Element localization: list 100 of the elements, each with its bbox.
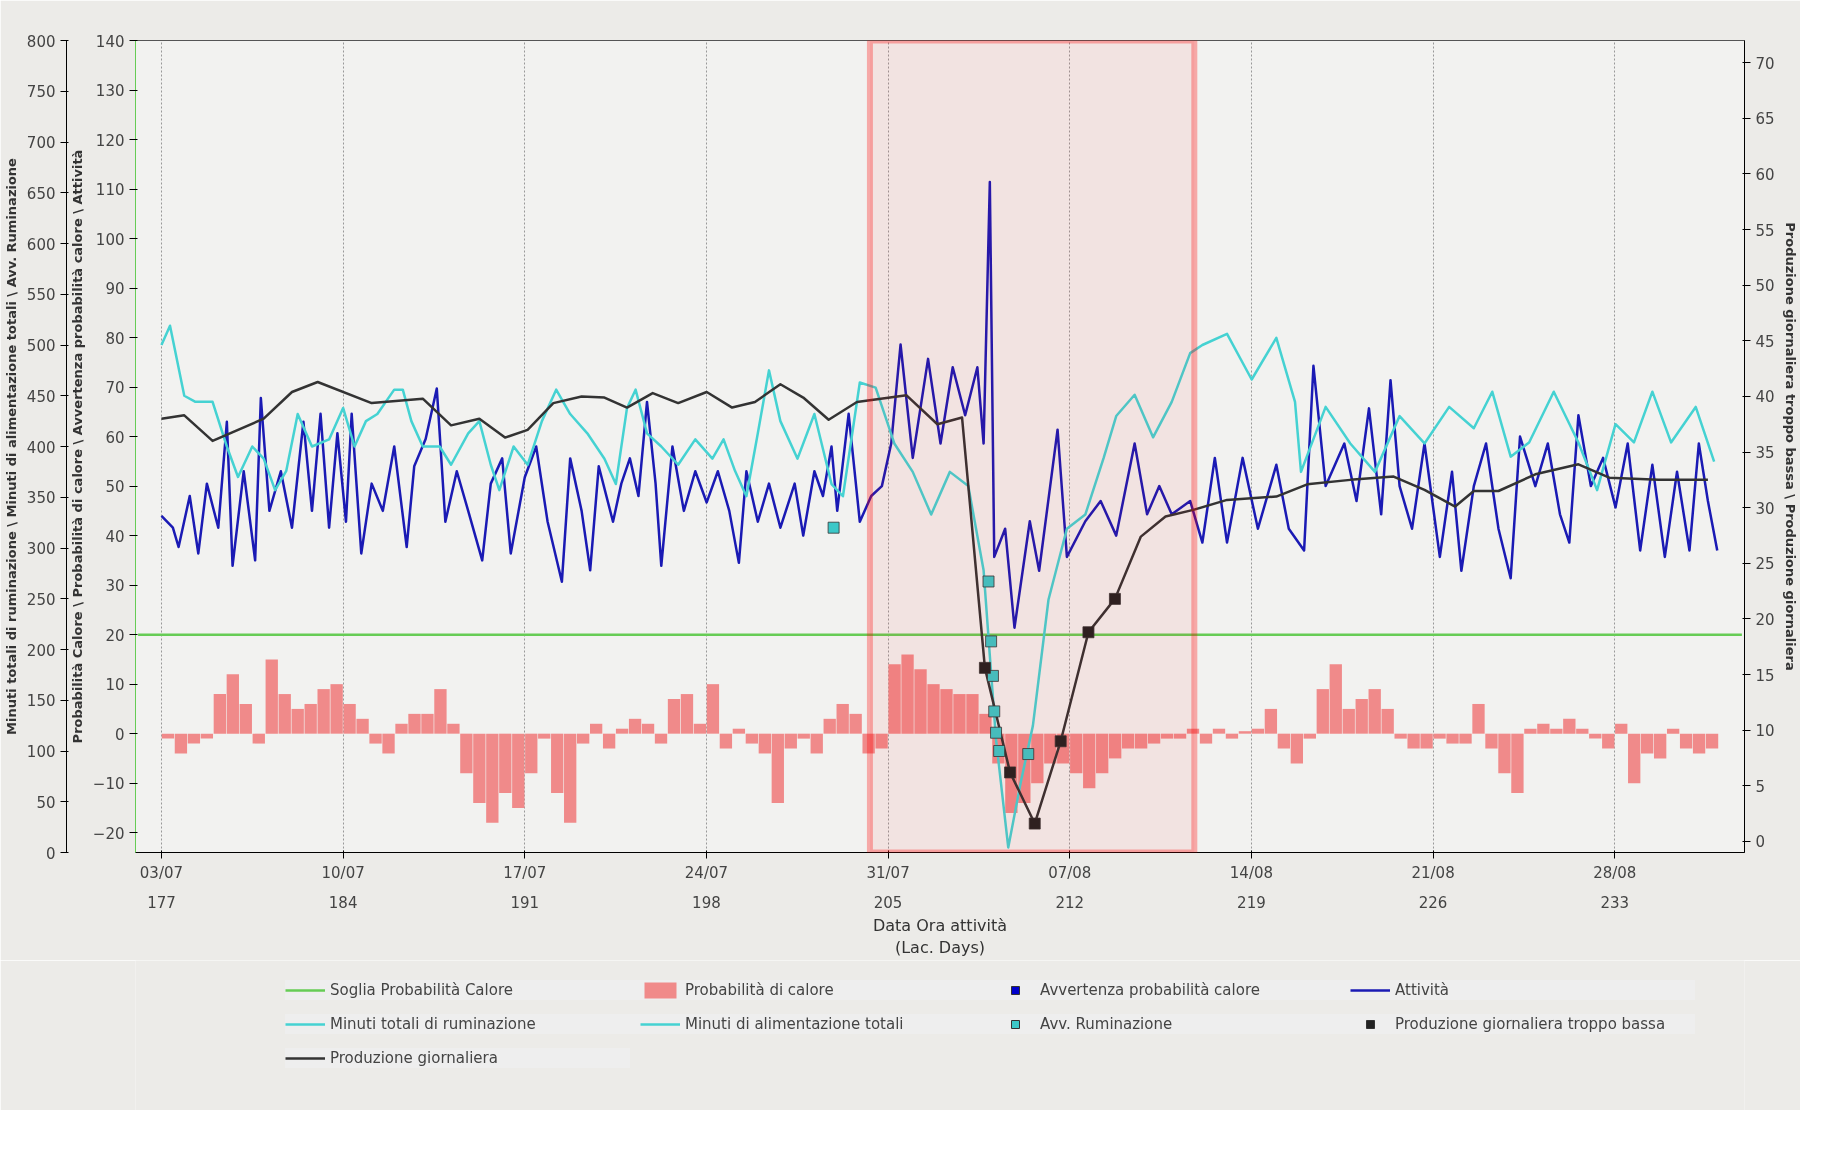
y3-tick-label: 20 [1755, 610, 1775, 629]
x-tick-label: 226 [1418, 893, 1448, 912]
y3-tick-label: 10 [1755, 722, 1775, 741]
bar [1186, 728, 1200, 734]
line-series [160, 180, 1719, 629]
y3-tick-label: 35 [1755, 444, 1775, 463]
y2-tick-label: 80 [105, 329, 125, 348]
bar [1199, 733, 1213, 744]
y-tick-label: 550 [26, 286, 56, 305]
y-tick-label: 700 [26, 134, 56, 152]
legend-label: Avv. Ruminazione [1040, 1015, 1174, 1033]
y-tick-label: 200 [26, 641, 56, 660]
y2-tick-label: −20 [92, 824, 125, 843]
y-tick-label: 450 [26, 387, 56, 406]
y3-tick-label: 5 [1755, 777, 1766, 796]
point [1004, 766, 1016, 779]
x2-tick-label: 14/08 [1229, 863, 1274, 882]
legend-label: Avvertenza probabilità calore [1040, 981, 1261, 999]
x2-tick-label: 10/07 [321, 863, 365, 882]
y-tick-label: 150 [26, 692, 56, 711]
x-tick-label: 205 [873, 893, 903, 912]
y2-tick-label: 50 [105, 478, 125, 497]
y-tick-label: 400 [26, 438, 56, 457]
point [1082, 626, 1095, 639]
y-tick-label: 300 [26, 540, 56, 558]
y3-tick-label: 70 [1755, 54, 1775, 73]
y2-tick-label: 130 [95, 82, 125, 101]
y-tick-label: 100 [26, 743, 56, 761]
y-tick-label: 650 [26, 184, 56, 203]
bar [589, 723, 603, 734]
x2-tick-label: 28/08 [1593, 863, 1637, 882]
y3-tick-label: 25 [1755, 555, 1775, 574]
y2-axis-title: Probabilità Calore \ Probabilità di calore \ Avvertenza probabilità calore \ Attività [69, 149, 85, 744]
y3-tick-label: 50 [1755, 277, 1775, 296]
legend-label: Produzione giornaliera troppo bassa [1395, 1015, 1667, 1033]
x-tick-label: 212 [1055, 893, 1085, 912]
y-axis-title: Minuti totali di ruminazione \ Minuti di alimentazione totali \ Avv. Ruminazione [3, 157, 19, 735]
point [1022, 748, 1035, 760]
y3-tick-label: 65 [1755, 110, 1775, 129]
x-tick-label: 219 [1237, 893, 1266, 912]
y2-tick-label: 110 [95, 181, 125, 200]
point [988, 705, 1001, 718]
legend-label: Minuti totali di ruminazione [330, 1015, 537, 1033]
x2-tick-label: 21/08 [1411, 863, 1455, 882]
x2-tick-label: 07/08 [1048, 863, 1092, 882]
point [982, 575, 995, 588]
y2-tick-label: 0 [114, 725, 125, 744]
y3-tick-label: 60 [1755, 165, 1775, 184]
legend-label: Probabilità di calore [685, 981, 835, 999]
y-tick-label: 750 [26, 83, 56, 102]
y3-tick-label: 40 [1755, 388, 1775, 407]
x2-tick-label: 17/07 [503, 863, 547, 882]
x-tick-label: 233 [1600, 893, 1630, 912]
legend-label: Soglia Probabilità Calore [330, 981, 514, 999]
y2-tick-label: 90 [105, 280, 125, 299]
y2-tick-label: −10 [92, 775, 125, 794]
point [993, 745, 1006, 757]
y-tick-label: 500 [26, 337, 56, 355]
y2-tick-label: 100 [95, 230, 125, 249]
bar [1666, 728, 1680, 734]
y-tick-label: 0 [45, 844, 56, 863]
bar [654, 733, 668, 744]
point [827, 521, 840, 534]
x2-tick-label: 24/07 [684, 863, 729, 882]
legend-label: Minuti di alimentazione totali [685, 1015, 905, 1033]
y3-tick-label: 15 [1755, 666, 1775, 685]
y-tick-label: 350 [26, 489, 56, 508]
line-series [160, 324, 1716, 849]
bar [1615, 723, 1628, 734]
y-tick-label: 50 [36, 793, 56, 812]
point [990, 726, 1002, 739]
x2-tick-label: 31/07 [866, 863, 910, 882]
y2-tick-label: 60 [105, 428, 125, 447]
x-tick-label: 191 [510, 893, 540, 912]
legend-label: Attività [1395, 981, 1451, 999]
bar [1472, 703, 1485, 734]
point [985, 635, 998, 648]
bar [719, 733, 733, 749]
point [1109, 592, 1121, 605]
x-tick-label: 177 [147, 893, 176, 912]
x-tick-label: 184 [328, 893, 358, 912]
y-tick-label: 250 [26, 590, 56, 609]
x-axis-title: Data Ora attività (Lac. Days) [872, 915, 1008, 958]
y2-tick-label: 40 [105, 527, 125, 546]
point [1054, 735, 1067, 748]
bar [252, 733, 265, 744]
bar [1212, 728, 1226, 734]
legend-label: Produzione giornaliera [330, 1049, 499, 1067]
y2-tick-label: 30 [105, 577, 125, 596]
y3-tick-label: 45 [1755, 332, 1775, 351]
x2-tick-label: 03/07 [139, 863, 184, 882]
x-tick-label: 198 [692, 893, 721, 912]
y2-tick-label: 70 [105, 379, 125, 398]
y3-tick-label: 30 [1755, 499, 1775, 518]
y2-tick-label: 10 [105, 676, 125, 695]
y3-tick-label: 55 [1755, 221, 1775, 240]
y2-tick-label: 140 [95, 32, 125, 51]
y3-tick-label: 0 [1755, 833, 1766, 852]
y2-tick-label: 120 [95, 131, 125, 150]
point [1028, 817, 1041, 830]
